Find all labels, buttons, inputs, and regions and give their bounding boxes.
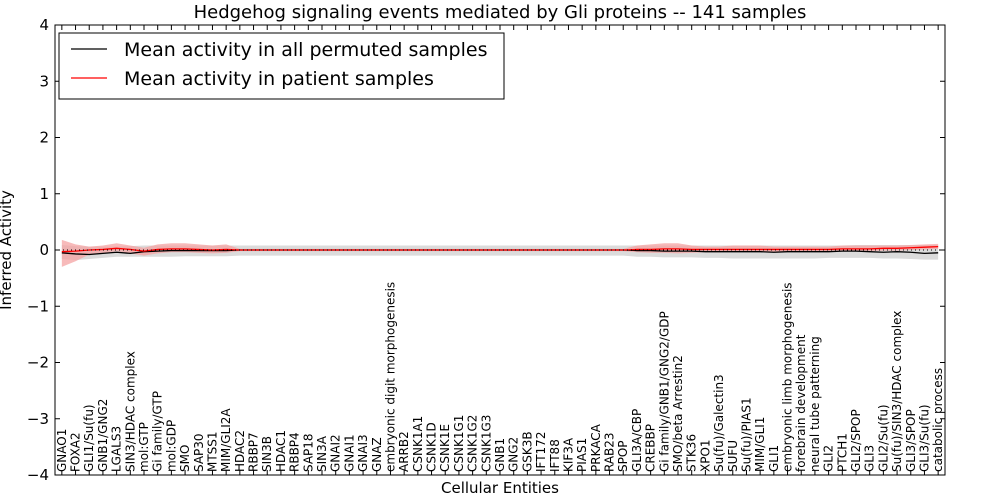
x-category-label: SUFU	[726, 440, 740, 472]
x-category-label: CSNK1A1	[411, 416, 425, 472]
y-tick-label: −1	[27, 297, 49, 315]
x-category-label: RAB23	[603, 432, 617, 472]
legend-label-permuted: Mean activity in all permuted samples	[124, 39, 487, 61]
y-tick-label: −4	[27, 466, 49, 484]
x-category-label: CSNK1D	[425, 422, 439, 472]
x-category-label: mol:GDP	[164, 420, 178, 472]
x-category-label: GLI2	[822, 445, 836, 472]
x-category-label: GLI2/SPOP	[849, 409, 863, 472]
x-category-label: GSK3B	[520, 431, 534, 472]
y-tick-label: 4	[39, 16, 49, 34]
x-category-label: KIF3A	[561, 437, 575, 472]
x-category-label: MIM/GLI2A	[219, 408, 233, 472]
x-category-label: Su(fu)/PIAS1	[739, 397, 753, 472]
x-category-label: GNAI3	[356, 434, 370, 472]
x-category-label: embryonic limb morphogenesis	[781, 282, 795, 472]
x-category-label: GNAI2	[329, 434, 343, 472]
x-category-label: catabolic process	[931, 368, 945, 472]
x-category-label: MTSS1	[205, 431, 219, 472]
x-category-label: Gi family/GTP	[151, 391, 165, 472]
x-category-label: neural tube patterning	[808, 336, 822, 472]
x-category-label: Gi family/GNB1/GNG2/GDP	[657, 311, 671, 472]
x-category-label: GNAI1	[342, 434, 356, 472]
x-category-label: STK36	[685, 434, 699, 472]
y-tick-label: 2	[39, 129, 49, 147]
x-category-label: SAP30	[192, 433, 206, 472]
x-category-label: RBBP4	[288, 432, 302, 472]
y-tick-label: 3	[39, 72, 49, 90]
y-tick-label: −2	[27, 354, 49, 372]
x-category-label: embryonic digit morphogenesis	[383, 282, 397, 472]
x-category-label: GLI3/SPOP	[904, 409, 918, 472]
x-category-label: CSNK1G3	[479, 415, 493, 472]
band-patient	[61, 239, 939, 267]
x-category-label: forebrain development	[794, 334, 808, 472]
x-category-label: XPO1	[698, 439, 712, 472]
x-category-label: HDAC2	[233, 430, 247, 472]
x-category-label: PRKACA	[589, 423, 603, 472]
x-category-label: CSNK1G1	[452, 415, 466, 472]
x-category-label: GNB1	[493, 438, 507, 472]
x-category-label: GLI3A/CBP	[630, 409, 644, 472]
x-category-label: HDAC1	[274, 430, 288, 472]
x-category-label: PTCH1	[835, 433, 849, 472]
x-category-label: SIN3B	[260, 436, 274, 472]
x-category-label: RBBP7	[247, 432, 261, 472]
x-axis-ticks: GNAO1 FOXA2 GLI1/Su(fu) GNB1/GNG2 LGALS3 SIN3…	[55, 25, 945, 475]
x-category-label: CREBBP	[644, 424, 658, 472]
chart-title: Hedgehog signaling events mediated by Gl…	[194, 2, 807, 23]
x-category-label: GLI3	[863, 445, 877, 472]
x-category-label: SPOP	[616, 440, 630, 472]
y-tick-label: 1	[39, 185, 49, 203]
y-tick-label: −3	[27, 410, 49, 428]
x-category-label: GLI3/Su(fu)	[917, 404, 931, 472]
x-category-label: MIM/GLI1	[753, 417, 767, 472]
x-category-label: GNAZ	[370, 437, 384, 472]
x-category-label: GLI1/Su(fu)	[82, 404, 96, 472]
x-category-label: SMO	[178, 445, 192, 472]
x-category-label: Su(fu)/Galectin3	[712, 374, 726, 472]
y-axis-label: Inferred Activity	[0, 190, 15, 310]
x-category-label: PIAS1	[575, 438, 589, 472]
x-category-label: CSNK1E	[438, 424, 452, 472]
x-category-label: LGALS3	[110, 426, 124, 472]
x-category-label: SAP18	[301, 433, 315, 472]
y-axis-ticks: −4 −3 −2 −1 0 1 2 3 4	[27, 16, 945, 484]
x-category-label: SIN3/HDAC complex	[123, 351, 137, 472]
x-category-label: GLI2/Su(fu)	[876, 404, 890, 472]
x-category-label: Su(fu)/SIN3/HDAC complex	[890, 311, 904, 472]
x-category-label: FOXA2	[69, 432, 83, 472]
legend-label-patient: Mean activity in patient samples	[124, 68, 434, 90]
x-category-label: GNB1/GNG2	[96, 399, 110, 472]
x-category-label: GLI1	[767, 445, 781, 472]
bands-layer	[61, 239, 939, 267]
x-category-label: GNAO1	[55, 429, 69, 472]
x-category-label: SIN3A	[315, 435, 329, 472]
x-category-label: IFT88	[548, 439, 562, 472]
x-category-label: IFT172	[534, 432, 548, 472]
x-category-label: CSNK1G2	[466, 415, 480, 472]
y-tick-label: 0	[39, 241, 49, 259]
x-category-label: mol:GTP	[137, 422, 151, 472]
legend: Mean activity in all permuted samples Me…	[58, 32, 505, 100]
x-category-label: SMO/beta Arrestin2	[671, 355, 685, 472]
x-category-label: GNG2	[507, 437, 521, 472]
x-category-label: ARRB2	[397, 431, 411, 472]
legend-box	[58, 32, 505, 100]
x-axis-label: Cellular Entities	[441, 479, 559, 497]
